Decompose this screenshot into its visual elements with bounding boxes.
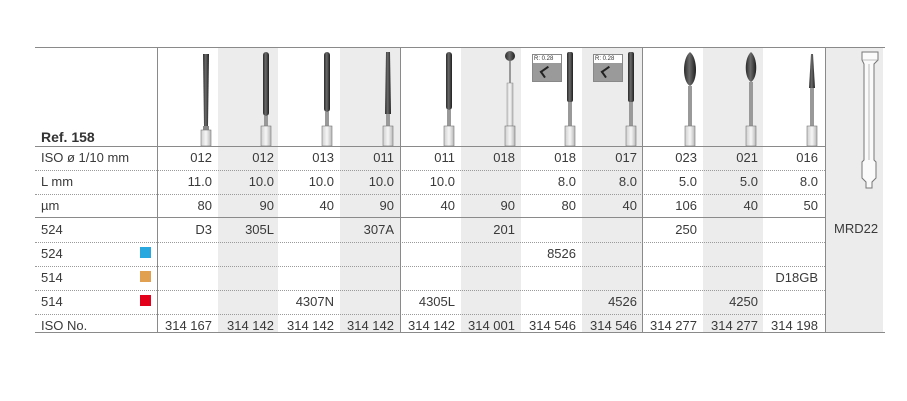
table-cell-iso-no: 314 001	[468, 318, 515, 333]
table-cell-um: 40	[319, 198, 334, 213]
cylinder-bur-icon	[260, 52, 272, 146]
row-divider	[35, 290, 825, 291]
row-divider	[35, 314, 825, 315]
adapter-icon	[861, 51, 879, 189]
cylinder-bur-icon	[625, 52, 637, 146]
table-cell-iso-no: 314 546	[529, 318, 576, 333]
table-cell-um: 50	[803, 198, 818, 213]
row-divider	[35, 266, 825, 267]
table-cell-r514b: 4250	[729, 294, 758, 309]
table-cell-um: 90	[379, 198, 394, 213]
table-cell-iso: 012	[190, 150, 212, 165]
row-label-514-red: 514	[41, 294, 63, 309]
table-cell-r514b: 4305L	[418, 294, 455, 309]
row-label-524-blue: 524	[41, 246, 63, 261]
tapered-bur-icon	[806, 54, 818, 146]
table-cell-iso-no: 314 167	[165, 318, 212, 333]
row-label-um: µm	[41, 198, 60, 213]
table-cell-um: 40	[440, 198, 455, 213]
radius-detail-icon: R: 0.28	[532, 54, 562, 82]
table-cell-r524a: 250	[675, 222, 697, 237]
table-cell-um: 90	[259, 198, 274, 213]
table-cell-iso-no: 314 142	[408, 318, 455, 333]
row-label-524: 524	[41, 222, 63, 237]
radius-detail-icon: R: 0.28	[593, 54, 623, 82]
table-cell-iso: 016	[796, 150, 818, 165]
table-cell-um: 40	[622, 198, 637, 213]
table-cell-l: 10.0	[248, 174, 274, 189]
table-cell-l: 11.0	[187, 174, 212, 189]
table-cell-r524b: 8526	[547, 246, 576, 261]
table-bottom-border	[35, 332, 885, 333]
ref-label: Ref. 158	[41, 129, 95, 145]
table-top-border	[35, 47, 885, 48]
cylinder-bur-icon	[443, 52, 455, 146]
table-cell-iso: 013	[312, 150, 334, 165]
ball-bur-icon	[504, 51, 516, 146]
adapter-label: MRD22	[834, 221, 879, 236]
table-cell-um: 80	[561, 198, 576, 213]
gold-color-swatch	[140, 271, 151, 282]
table-cell-l: 8.0	[799, 174, 818, 189]
table-cell-r514b: 4526	[608, 294, 637, 309]
table-cell-r524a: 201	[493, 222, 515, 237]
row-label-length: L mm	[41, 174, 74, 189]
table-cell-r524a: 307A	[363, 222, 394, 237]
table-cell-um: 106	[675, 198, 697, 213]
red-color-swatch	[140, 295, 151, 306]
table-cell-iso-no: 314 142	[347, 318, 394, 333]
row-divider	[35, 194, 825, 195]
cylinder-bur-icon	[564, 52, 576, 146]
table-cell-l: 10.0	[368, 174, 394, 189]
table-cell-iso-no: 314 546	[590, 318, 637, 333]
flame-bur-icon	[745, 52, 757, 146]
table-cell-iso-no: 314 277	[650, 318, 697, 333]
table-cell-r524a: 305L	[245, 222, 274, 237]
table-cell-l: 8.0	[557, 174, 576, 189]
row-divider	[35, 170, 825, 171]
table-cell-iso: 021	[736, 150, 758, 165]
section-divider	[35, 217, 825, 218]
row-label-iso: ISO ø 1/10 mm	[41, 150, 130, 165]
row-divider	[35, 242, 825, 243]
cylinder-bur-icon	[321, 52, 333, 146]
table-cell-r524a: D3	[195, 222, 212, 237]
column-divider	[157, 47, 158, 332]
table-cell-iso: 012	[252, 150, 274, 165]
table-cell-iso-no: 314 142	[287, 318, 334, 333]
table-cell-l: 10.0	[308, 174, 334, 189]
table-cell-r514b: 4307N	[295, 294, 334, 309]
row-label-514-gold: 514	[41, 270, 63, 285]
table-cell-um: 40	[743, 198, 758, 213]
tapered-bur-icon	[382, 52, 394, 146]
table-cell-r514a: D18GB	[775, 270, 818, 285]
group-divider	[642, 47, 643, 332]
row-label-iso-no: ISO No.	[41, 318, 88, 333]
flame-bur-icon	[684, 52, 696, 146]
table-cell-l: 10.0	[429, 174, 455, 189]
group-divider	[400, 47, 401, 332]
table-cell-l: 5.0	[678, 174, 697, 189]
header-divider	[35, 146, 825, 147]
table-cell-um: 80	[197, 198, 212, 213]
table-cell-iso-no: 314 142	[227, 318, 274, 333]
table-cell-l: 5.0	[739, 174, 758, 189]
tapered-bur-icon	[200, 54, 212, 146]
table-cell-iso: 023	[675, 150, 697, 165]
table-cell-iso-no: 314 198	[771, 318, 818, 333]
table-cell-iso: 011	[434, 150, 455, 165]
group-divider	[825, 47, 826, 332]
table-cell-l: 8.0	[618, 174, 637, 189]
table-cell-iso: 018	[554, 150, 576, 165]
table-cell-iso: 011	[373, 150, 394, 165]
blue-color-swatch	[140, 247, 151, 258]
table-cell-iso: 017	[615, 150, 637, 165]
table-cell-iso: 018	[493, 150, 515, 165]
table-cell-iso-no: 314 277	[711, 318, 758, 333]
table-cell-um: 90	[500, 198, 515, 213]
